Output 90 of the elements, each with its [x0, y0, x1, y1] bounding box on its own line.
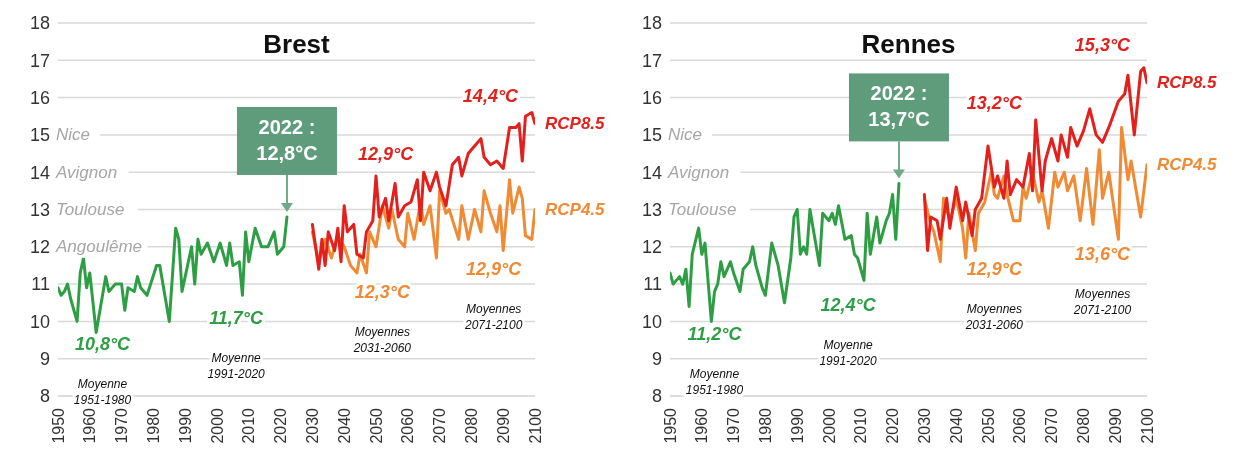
annotation: Moyennes 2071-2100 — [1072, 287, 1132, 318]
annotation: Nice — [668, 125, 703, 145]
annotation: Moyenne 1951-1980 — [73, 376, 132, 407]
y-tick-label: 17 — [641, 50, 662, 71]
x-tick-label: 2100 — [1138, 407, 1156, 444]
annotation: 12,9°C — [966, 259, 1023, 280]
x-tick-label: 2030 — [915, 407, 933, 444]
series-label: RCP4.5 — [1157, 155, 1218, 175]
x-tick-label: 2100 — [526, 407, 544, 444]
annotation: 13,2°C — [966, 93, 1023, 114]
series-label: RCP8.5 — [545, 114, 606, 134]
annotation: Nice — [56, 125, 91, 145]
annotation: 12,9°C — [357, 143, 415, 164]
annotation: 10,8°C — [74, 333, 132, 354]
annotation: 12,9°C — [466, 259, 523, 280]
annotation: Moyennes 2031-2060 — [352, 324, 412, 355]
x-tick-label: 1970 — [725, 407, 743, 444]
y-tick-label: 18 — [29, 13, 50, 34]
x-tick-label: 2090 — [1106, 407, 1124, 444]
y-tick-label: 8 — [39, 386, 50, 407]
annotation: 14,4°C — [462, 85, 520, 106]
y-tick-label: 14 — [29, 162, 50, 183]
x-tick-label: 2070 — [431, 407, 449, 444]
x-tick-label: 2050 — [979, 407, 997, 444]
x-tick-label: 2060 — [399, 407, 417, 444]
y-tick-label: 13 — [641, 199, 662, 220]
x-tick-label: 2020 — [884, 407, 902, 444]
x-tick-label: 2080 — [462, 407, 480, 444]
y-tick-label: 10 — [641, 311, 662, 332]
x-tick-label: 2020 — [272, 407, 290, 444]
annotation: Toulouse — [56, 200, 125, 219]
x-tick-label: 1960 — [693, 407, 711, 444]
y-tick-label: 11 — [31, 274, 50, 295]
y-tick-label: 9 — [651, 349, 662, 370]
x-tick-label: 2010 — [240, 407, 258, 444]
x-tick-label: 2000 — [820, 407, 838, 444]
x-tick-label: 2040 — [947, 407, 965, 444]
y-tick-label: 16 — [641, 87, 662, 108]
y-tick-label: 14 — [641, 162, 662, 183]
annotation: Moyennes 2031-2060 — [964, 302, 1024, 333]
y-tick-label: 17 — [29, 50, 50, 71]
x-tick-label: 1980 — [756, 407, 774, 444]
y-tick-label: 10 — [29, 311, 50, 332]
chart-title: Rennes — [861, 29, 956, 59]
y-tick-label: 12 — [29, 237, 50, 258]
series-label: RCP8.5 — [1157, 73, 1218, 93]
x-tick-label: 1950 — [49, 407, 67, 444]
annotation: 12,4°C — [820, 294, 877, 315]
x-tick-label: 2040 — [335, 407, 353, 444]
annotation: Toulouse — [668, 200, 737, 219]
y-tick-label: 11 — [643, 274, 662, 295]
annotation: 11,7°C — [209, 307, 265, 328]
series-label: RCP4.5 — [545, 200, 606, 219]
x-tick-label: 2000 — [208, 407, 226, 444]
annotation: Avignon — [55, 162, 118, 182]
annotation: 12,3°C — [354, 281, 411, 302]
annotation: 2022 : 12,8°C — [256, 115, 318, 164]
annotation: Angoulême — [55, 237, 143, 257]
annotation: Avignon — [667, 162, 730, 182]
annotation: Moyennes 2071-2100 — [463, 302, 523, 333]
y-tick-label: 8 — [651, 386, 662, 407]
y-tick-label: 16 — [29, 87, 50, 108]
x-tick-label: 2070 — [1043, 407, 1061, 444]
x-tick-label: 1970 — [113, 407, 131, 444]
y-tick-label: 9 — [39, 349, 50, 370]
annotation: 13,6°C — [1074, 244, 1132, 265]
annotation: Moyenne 1951-1980 — [685, 367, 744, 398]
x-tick-label: 1960 — [81, 407, 99, 444]
x-tick-label: 2050 — [367, 407, 385, 444]
y-tick-label: 12 — [641, 237, 662, 258]
annotation: Moyenne 1991-2020 — [207, 350, 266, 381]
y-tick-label: 18 — [641, 13, 662, 34]
x-tick-label: 1980 — [144, 407, 162, 444]
annotation: 11,2°C — [687, 324, 743, 345]
y-tick-label: 13 — [29, 199, 50, 220]
x-tick-label: 1990 — [788, 407, 806, 444]
y-tick-label: 15 — [29, 125, 50, 146]
x-tick-label: 2080 — [1074, 407, 1092, 444]
y-tick-label: 15 — [641, 125, 662, 146]
x-tick-label: 2060 — [1011, 407, 1029, 444]
annotation: Moyenne 1991-2020 — [819, 337, 878, 368]
x-tick-label: 2010 — [852, 407, 870, 444]
x-tick-label: 2030 — [303, 407, 321, 444]
line-series — [670, 181, 901, 323]
x-tick-label: 1990 — [176, 407, 194, 444]
x-tick-label: 1950 — [661, 407, 679, 444]
x-tick-label: 2090 — [494, 407, 512, 444]
chart-title: Brest — [263, 29, 331, 59]
annotation: 15,3°C — [1074, 35, 1132, 56]
annotation: 2022 : 13,7°C — [868, 82, 930, 131]
